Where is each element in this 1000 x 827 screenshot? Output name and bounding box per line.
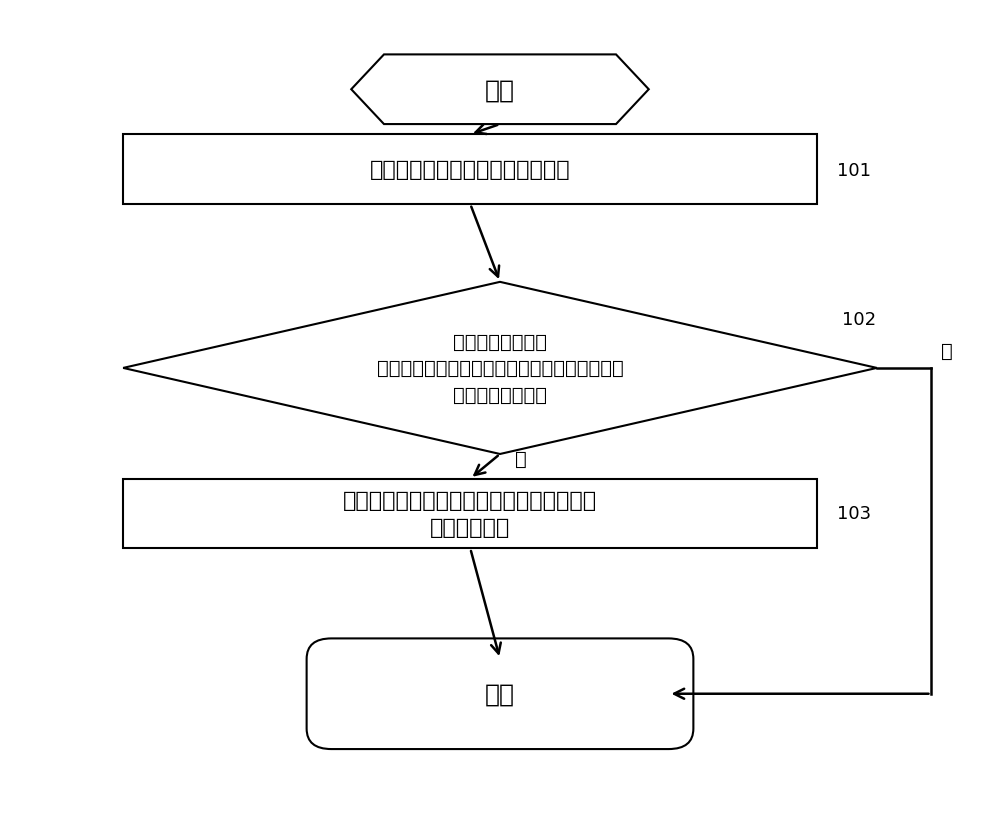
FancyBboxPatch shape (123, 135, 817, 205)
Text: 否: 否 (941, 342, 953, 361)
Text: 控制所述第一车辆跟随所述第二车辆所在的
目标车队行驶: 控制所述第一车辆跟随所述第二车辆所在的 目标车队行驶 (343, 490, 597, 537)
Text: 103: 103 (837, 504, 871, 523)
Text: 是: 是 (515, 449, 527, 468)
Text: 结束: 结束 (485, 682, 515, 706)
Polygon shape (351, 55, 649, 125)
Text: 102: 102 (842, 310, 876, 328)
Text: 101: 101 (837, 161, 871, 179)
FancyBboxPatch shape (307, 638, 693, 749)
Text: 确定所述第一车辆
的预设出行任务信息是否与所述第二车辆发送的
出行任务信息匹配: 确定所述第一车辆 的预设出行任务信息是否与所述第二车辆发送的 出行任务信息匹配 (377, 332, 623, 404)
Text: 开始: 开始 (485, 78, 515, 102)
Polygon shape (123, 283, 877, 454)
FancyBboxPatch shape (123, 479, 817, 548)
Text: 接收第二车辆发送的出行任务信息: 接收第二车辆发送的出行任务信息 (370, 160, 571, 180)
